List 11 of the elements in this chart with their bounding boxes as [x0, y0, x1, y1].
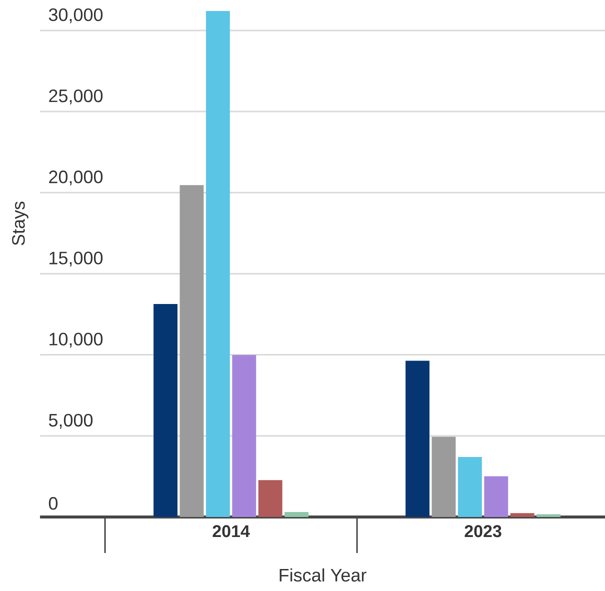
y-tick-label: 5,000 [48, 414, 93, 429]
y-tick-label: 10,000 [50, 332, 103, 348]
x-axis-title: Fiscal Year [280, 568, 366, 582]
y-tick-label: 0 [48, 497, 58, 510]
x-tick-label: 2023 [464, 525, 502, 538]
x-tick-label: 2014 [212, 525, 250, 538]
y-tick-label: 15,000 [50, 252, 103, 267]
y-axis-title: Stays [12, 202, 28, 246]
y-tick-label: 20,000 [49, 170, 103, 186]
y-tick-label: 25,000 [49, 89, 103, 104]
y-tick-label: 30,000 [48, 8, 103, 24]
